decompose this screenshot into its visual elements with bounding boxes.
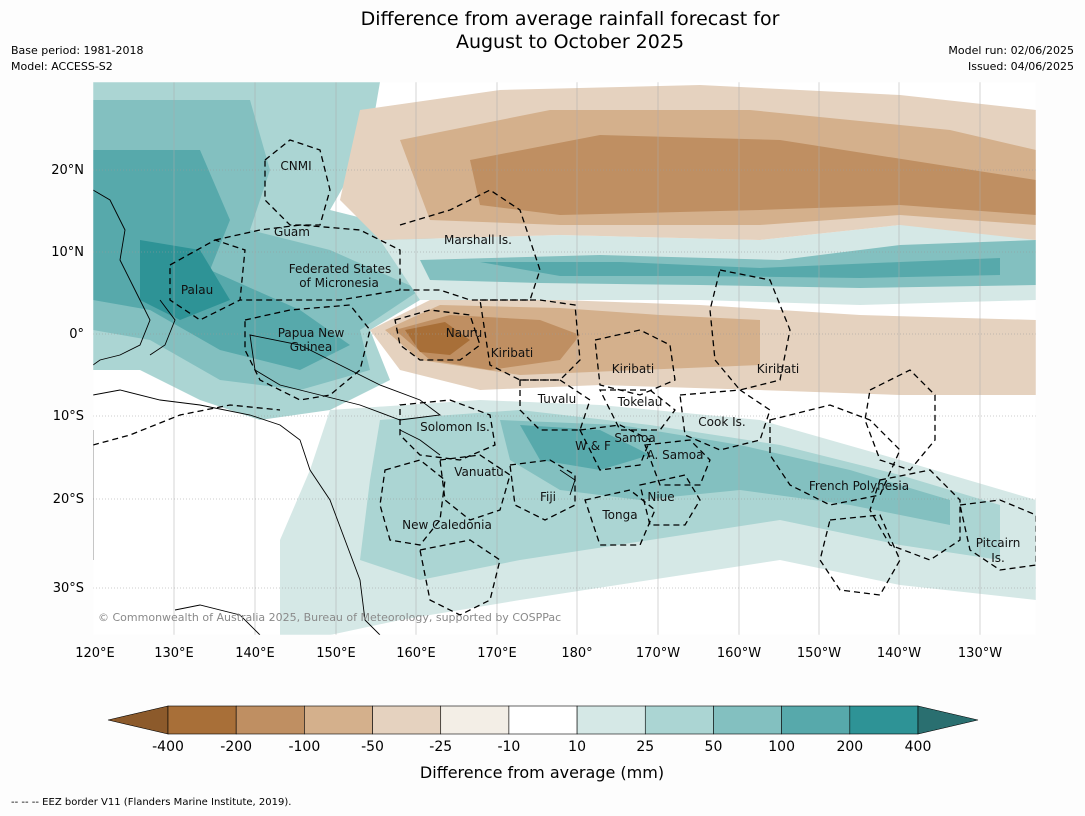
meridians bbox=[173, 82, 981, 635]
lon-tick-label: 140°W bbox=[877, 646, 921, 661]
place-label: W & F bbox=[575, 439, 611, 453]
place-label: Fiji bbox=[540, 490, 556, 504]
place-label: Nauru bbox=[446, 326, 482, 340]
colorbar-extend-low bbox=[107, 705, 169, 735]
colorbar-segment bbox=[644, 705, 714, 735]
colorbar-tick-label: -25 bbox=[429, 739, 452, 755]
colorbar-segment bbox=[508, 705, 578, 735]
colorbar-tick-label: -200 bbox=[220, 739, 252, 755]
place-label: Guinea bbox=[290, 340, 333, 354]
map-frame bbox=[92, 81, 1037, 636]
graticule bbox=[93, 169, 1036, 589]
lon-tick-label: 170°W bbox=[636, 646, 680, 661]
place-label: Samoa bbox=[614, 431, 655, 445]
base-period: Base period: 1981-2018 bbox=[11, 44, 144, 57]
lon-tick-label: 170°E bbox=[477, 646, 517, 661]
lat-tick-label: 20°S bbox=[53, 492, 84, 507]
place-label: Kiribati bbox=[612, 362, 654, 376]
colorbar-tick-label: 400 bbox=[905, 739, 932, 755]
eez-legend-footer: -- -- -- EEZ border V11 (Flanders Marine… bbox=[11, 797, 292, 808]
place-label: Solomon Is. bbox=[420, 420, 490, 434]
title-line-1: Difference from average rainfall forecas… bbox=[360, 8, 780, 30]
place-label: Palau bbox=[181, 283, 213, 297]
model-name: Model: ACCESS-S2 bbox=[11, 60, 113, 73]
lat-tick-label: 10°S bbox=[53, 409, 84, 424]
lat-tick-label: 20°N bbox=[51, 163, 84, 178]
place-label: New Caledonia bbox=[402, 518, 492, 532]
lon-tick-label: 150°W bbox=[797, 646, 841, 661]
lon-axis-labels: 120°E 130°E 140°E 150°E 160°E 170°E 180° 170°W 1… bbox=[75, 646, 1002, 661]
dry-band-north-core bbox=[470, 135, 1036, 215]
lon-tick-label: 130°W bbox=[958, 646, 1002, 661]
place-label: Pitcairn bbox=[976, 536, 1021, 550]
colorbar-segment bbox=[235, 705, 305, 735]
wet-region-south-peak bbox=[520, 425, 650, 470]
place-label: Papua New bbox=[278, 326, 345, 340]
place-label: Kiribati bbox=[757, 362, 799, 376]
colorbar-tick-label: -400 bbox=[152, 739, 184, 755]
colorbar-segment bbox=[304, 705, 373, 735]
wet-band-north-core bbox=[480, 258, 1000, 278]
meta-left: Base period: 1981-2018 Model: ACCESS-S2 bbox=[11, 43, 143, 75]
place-label: Federated States bbox=[289, 262, 391, 276]
lat-axis-labels: 20°N 10°N 0° 10°S 20°S 30°S bbox=[51, 163, 84, 596]
model-run: Model run: 02/06/2025 bbox=[948, 44, 1074, 57]
place-label: CNMI bbox=[280, 159, 311, 173]
lon-tick-label: 130°E bbox=[154, 646, 194, 661]
place-label: Guam bbox=[274, 225, 310, 239]
place-label: Cook Is. bbox=[698, 415, 745, 429]
place-label: of Micronesia bbox=[299, 276, 379, 290]
title-line-2: August to October 2025 bbox=[455, 31, 685, 53]
place-label: Tokelau bbox=[617, 395, 663, 409]
meta-right: Model run: 02/06/2025 Issued: 04/06/2025 bbox=[948, 43, 1074, 75]
colorbar-segment bbox=[713, 705, 782, 735]
lon-tick-label: 120°E bbox=[75, 646, 115, 661]
colorbar-tick-label: -10 bbox=[497, 739, 520, 755]
colorbar-segment bbox=[440, 705, 510, 735]
dry-tongue-peak bbox=[405, 322, 470, 355]
colorbar-title: Difference from average (mm) bbox=[420, 763, 664, 782]
colorbar-tick-label: 25 bbox=[636, 739, 654, 755]
place-label: Niue bbox=[647, 490, 674, 504]
lat-tick-label: 30°S bbox=[53, 581, 84, 596]
lon-tick-label: 160°E bbox=[396, 646, 436, 661]
lat-tick-label: 0° bbox=[69, 327, 84, 342]
copyright-text: © Commonwealth of Australia 2025, Bureau… bbox=[98, 611, 561, 624]
colorbar: -400 -200 -100 -50 -25 -10 10 25 50 100 200 400 bbox=[107, 705, 979, 755]
eez-borders bbox=[93, 139, 1036, 616]
issued-date: Issued: 04/06/2025 bbox=[967, 60, 1074, 73]
rainfall-field bbox=[93, 82, 1036, 635]
place-label: Tonga bbox=[601, 508, 637, 522]
place-label: A. Samoa bbox=[647, 448, 704, 462]
wet-region-west-peak bbox=[140, 240, 230, 320]
colorbar-tick-label: -100 bbox=[288, 739, 320, 755]
lat-tick-label: 10°N bbox=[51, 245, 84, 260]
colorbar-segment bbox=[781, 705, 851, 735]
place-label: Vanuatu bbox=[454, 465, 504, 479]
colorbar-segment bbox=[167, 705, 237, 735]
colorbar-tick-label: -50 bbox=[361, 739, 384, 755]
colorbar-tick-label: 200 bbox=[836, 739, 863, 755]
colorbar-extend-high bbox=[917, 705, 979, 735]
colorbar-tick-label: 50 bbox=[705, 739, 723, 755]
lon-tick-label: 160°W bbox=[717, 646, 761, 661]
wet-region-west-core bbox=[93, 150, 350, 370]
place-label: Marshall Is. bbox=[444, 233, 512, 247]
place-label: Kiribati bbox=[491, 346, 533, 360]
lon-tick-label: 140°E bbox=[235, 646, 275, 661]
lon-tick-label: 180° bbox=[561, 646, 592, 661]
place-label: Tuvalu bbox=[537, 392, 577, 406]
chart-title: Difference from average rainfall forecas… bbox=[0, 8, 1085, 54]
place-label: French Polynesia bbox=[809, 479, 909, 493]
lon-tick-label: 150°E bbox=[316, 646, 356, 661]
place-label: Is. bbox=[991, 551, 1005, 565]
colorbar-tick-label: 10 bbox=[568, 739, 586, 755]
colorbar-tick-label: 100 bbox=[768, 739, 795, 755]
colorbar-segment bbox=[849, 705, 919, 735]
colorbar-segment bbox=[372, 705, 442, 735]
colorbar-segment bbox=[576, 705, 646, 735]
